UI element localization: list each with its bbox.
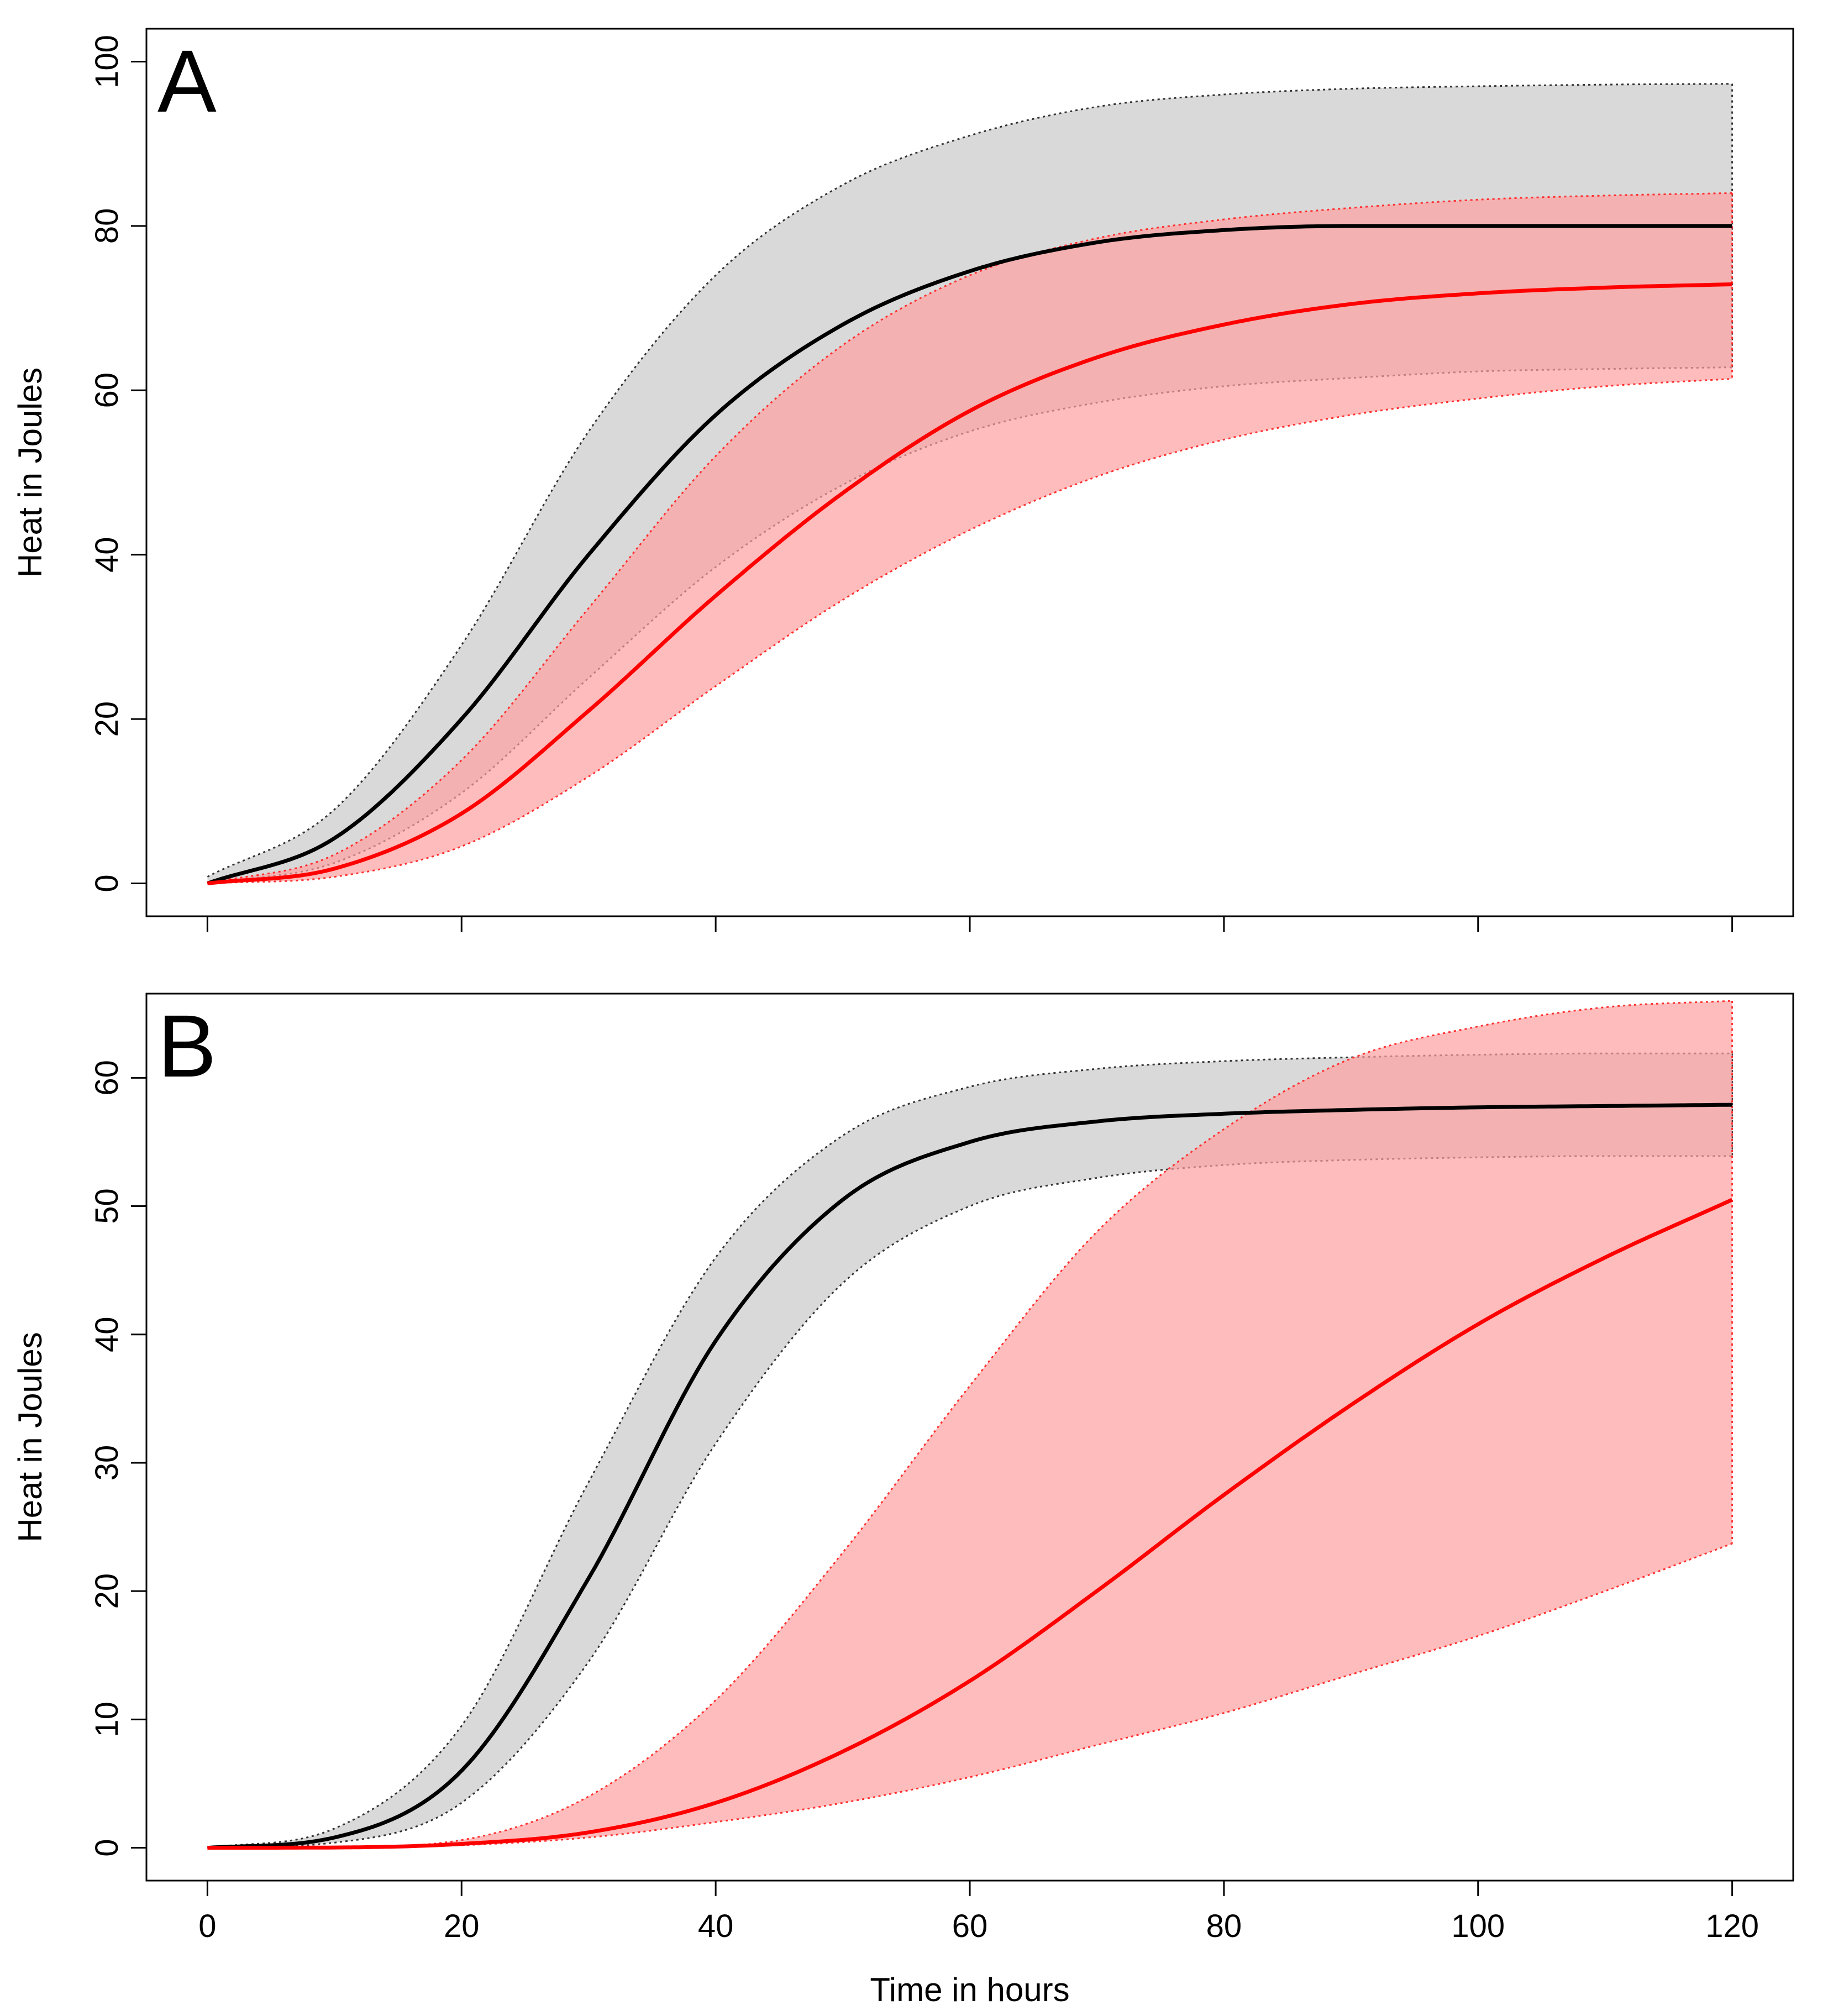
y-axis: 0 20 40 60 80 100 (89, 35, 146, 893)
mean-line-red (207, 1198, 1734, 1850)
band-red-upper-edge (207, 1000, 1732, 1849)
band-black-upper-edge (207, 83, 1732, 878)
y-axis: 0 10 20 30 40 50 60 (89, 1060, 146, 1857)
plot-area (207, 83, 1734, 885)
band-black (207, 1053, 1732, 1848)
y-tick-label: 50 (89, 1188, 125, 1224)
x-tick-label: 100 (1451, 1908, 1505, 1944)
y-tick-label: 40 (89, 1316, 125, 1352)
mean-line-black (207, 224, 1732, 885)
x-tick-label: 20 (444, 1908, 480, 1944)
mean-line-black (207, 1102, 1732, 1850)
band-red-lower-edge (207, 378, 1732, 884)
x-tick-label: 80 (1206, 1908, 1242, 1944)
y-tick-label: 60 (89, 372, 125, 408)
y-tick-label: 20 (89, 1573, 125, 1609)
band-red-upper-edge (207, 192, 1732, 884)
x-axis: 0 20 40 60 80 100 120 (198, 1881, 1759, 1944)
y-tick-label: 10 (89, 1702, 125, 1737)
y-tick-label: 20 (89, 701, 125, 737)
x-tick-label: 0 (198, 1908, 216, 1944)
y-tick-label: 0 (89, 874, 125, 892)
panel-b: 0 10 20 30 40 50 60 0 20 40 60 80 100 120 Heat in Joul… (12, 993, 1794, 2008)
x-tick-label: 60 (952, 1908, 988, 1944)
x-tick-label: 40 (698, 1908, 734, 1944)
x-axis-title: Time in hours (870, 1971, 1069, 2008)
band-red (207, 1001, 1732, 1848)
y-tick-label: 80 (89, 208, 125, 244)
mean-line-red (207, 282, 1732, 885)
y-tick-label: 30 (89, 1445, 125, 1481)
y-tick-label: 40 (89, 537, 125, 573)
y-axis-title: Heat in Joules (12, 1332, 49, 1542)
band-black-upper-edge (207, 1052, 1732, 1849)
y-tick-label: 0 (89, 1839, 125, 1856)
y-tick-label: 60 (89, 1060, 125, 1096)
panel-a: 0 20 40 60 80 100 Heat in Joules A (12, 28, 1794, 932)
plot-area (207, 1000, 1734, 1850)
x-tick-label: 120 (1705, 1908, 1759, 1944)
panel-letter: B (157, 996, 217, 1095)
panel-letter: A (157, 32, 217, 130)
y-tick-label: 100 (89, 35, 125, 88)
y-axis-title: Heat in Joules (12, 368, 49, 578)
x-axis (206, 916, 1734, 932)
